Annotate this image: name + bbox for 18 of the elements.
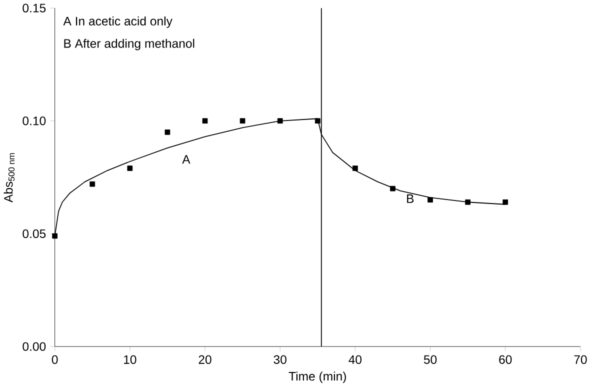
annotation: A [182,155,190,164]
y-axis-title: Abs$_{500 nm}$ [4,153,15,203]
x-tick-label: 60 [499,355,512,364]
x-axis-title: Time (min) [288,372,346,384]
y-tick-label: 0.10 [22,116,46,126]
y-tick-label: 0.00 [22,342,46,351]
x-tick-label: 70 [574,355,587,364]
x-tick-label: 50 [424,355,437,364]
x-tick-label: 0 [52,355,58,364]
x-tick-label: 20 [198,355,212,364]
annotation: B After adding methanol [64,38,194,50]
annotation: A In acetic acid only [63,16,172,28]
x-tick-label: 10 [124,355,136,364]
x-tick-label: 30 [274,355,286,364]
y-tick-label: 0.05 [22,229,46,238]
y-tick-label: 0.15 [22,4,46,13]
x-tick-label: 40 [348,355,362,364]
annotation: B [407,194,414,203]
